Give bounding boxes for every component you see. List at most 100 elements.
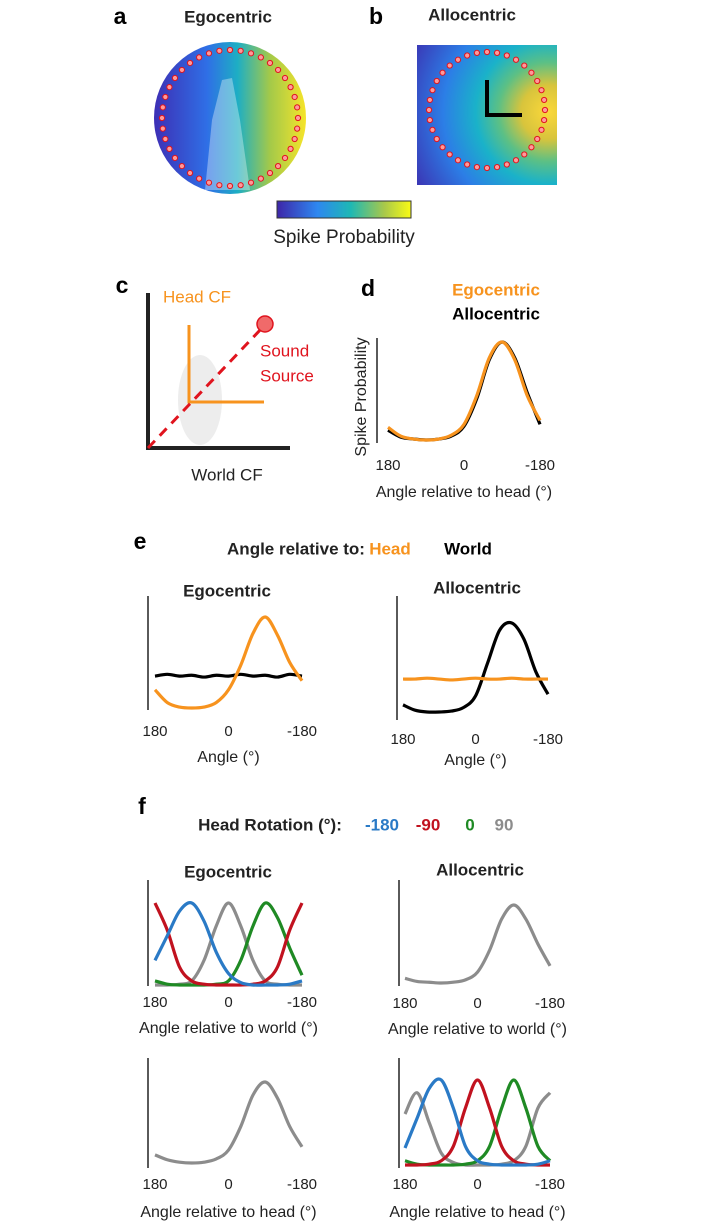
speaker	[426, 96, 433, 104]
speaker	[464, 52, 471, 59]
speaker	[521, 151, 528, 158]
curve	[403, 1077, 551, 1167]
x-tick-label: 0	[473, 995, 481, 1012]
legend-entry: Egocentric	[452, 280, 540, 299]
x-axis-label: Angle relative to world (°)	[388, 1021, 567, 1038]
colorbar	[276, 200, 412, 219]
legend-title: Angle relative to:	[227, 539, 365, 558]
x-axis-label: Angle relative to head (°)	[389, 1204, 565, 1221]
speaker	[446, 62, 453, 69]
rat-image	[178, 355, 222, 445]
speaker	[166, 145, 173, 152]
sound-source	[256, 315, 274, 333]
chart-title: Allocentric	[436, 860, 524, 879]
panel-title: Allocentric	[428, 5, 516, 24]
speaker	[257, 175, 264, 182]
speaker	[205, 50, 213, 57]
speaker	[464, 161, 471, 168]
speaker	[429, 87, 436, 94]
sound-source-label: Sound	[260, 341, 309, 360]
legend-entry: Head	[369, 539, 411, 558]
speaker	[446, 151, 453, 158]
speaker	[291, 135, 298, 143]
speaker	[541, 106, 549, 114]
speaker	[186, 169, 194, 177]
speaker	[528, 144, 535, 151]
speaker	[454, 157, 462, 164]
speaker-ring	[158, 46, 302, 190]
speaker	[294, 125, 301, 132]
x-tick-label: -180	[287, 1176, 317, 1193]
x-tick-label: 180	[142, 1176, 167, 1193]
legend-entry: -180	[365, 815, 399, 834]
x-tick-label: 180	[142, 723, 167, 740]
x-tick-label: -180	[535, 1176, 565, 1193]
panel-label: a	[114, 3, 127, 29]
speaker	[493, 164, 501, 171]
panel-title: Egocentric	[184, 7, 272, 26]
panel-label: d	[361, 275, 375, 301]
speaker	[454, 56, 462, 63]
speaker	[159, 125, 166, 132]
curve	[153, 615, 304, 710]
speaker	[503, 52, 510, 59]
curve	[403, 1091, 552, 1167]
speaker	[512, 157, 520, 164]
x-axis-label: Angle (°)	[444, 752, 506, 769]
x-tick-label: 0	[224, 994, 232, 1011]
rat-image	[205, 78, 250, 190]
x-tick-label: 180	[392, 1176, 417, 1193]
x-tick-label: -180	[533, 731, 563, 748]
speaker	[512, 56, 520, 63]
x-axis-label: Angle relative to head (°)	[140, 1204, 316, 1221]
x-tick-label: 180	[375, 457, 400, 474]
sound-direction	[146, 326, 264, 450]
speaker	[503, 161, 510, 168]
x-axis-label: Angle (°)	[197, 749, 259, 766]
colorbar-label: Spike Probability	[273, 227, 415, 248]
speaker	[162, 135, 169, 143]
x-axis-label: Angle relative to head (°)	[376, 484, 552, 501]
speaker	[166, 84, 173, 91]
speaker	[521, 62, 528, 69]
speaker	[538, 87, 545, 94]
speaker	[274, 66, 282, 74]
legend-entry: World	[444, 539, 492, 558]
speaker	[483, 164, 491, 172]
chart-title: Egocentric	[183, 581, 271, 600]
speaker	[281, 154, 289, 162]
world-frame	[485, 80, 522, 117]
x-tick-label: 180	[390, 731, 415, 748]
speaker	[439, 144, 446, 151]
panel-label: b	[369, 3, 383, 29]
speaker	[216, 182, 223, 189]
x-tick-label: -180	[287, 723, 317, 740]
head-frame	[187, 325, 264, 404]
x-tick-label: 0	[224, 723, 232, 740]
y-axis-label: Spike Probability	[353, 337, 370, 456]
chart-title: Allocentric	[433, 578, 521, 597]
curve	[153, 901, 303, 987]
speaker	[171, 154, 179, 162]
speaker	[534, 135, 541, 143]
speaker	[237, 47, 244, 54]
x-tick-label: 0	[460, 457, 468, 474]
speaker-ring	[425, 48, 549, 172]
legend-entry: 0	[465, 815, 474, 834]
curve	[402, 676, 548, 682]
speaker	[237, 182, 244, 189]
speaker	[186, 59, 194, 67]
panel-label: f	[138, 793, 146, 819]
speaker	[171, 74, 179, 82]
speaker	[216, 47, 223, 54]
x-tick-label: -180	[535, 995, 565, 1012]
speaker	[538, 126, 545, 133]
curve	[404, 903, 552, 985]
x-axis-label: Angle relative to world (°)	[139, 1020, 318, 1037]
chart-title: Egocentric	[184, 862, 272, 881]
speaker	[429, 126, 436, 133]
speaker	[426, 116, 433, 124]
speaker	[196, 54, 203, 61]
head-cf-label: Head CF	[163, 287, 231, 306]
speaker	[483, 48, 491, 56]
